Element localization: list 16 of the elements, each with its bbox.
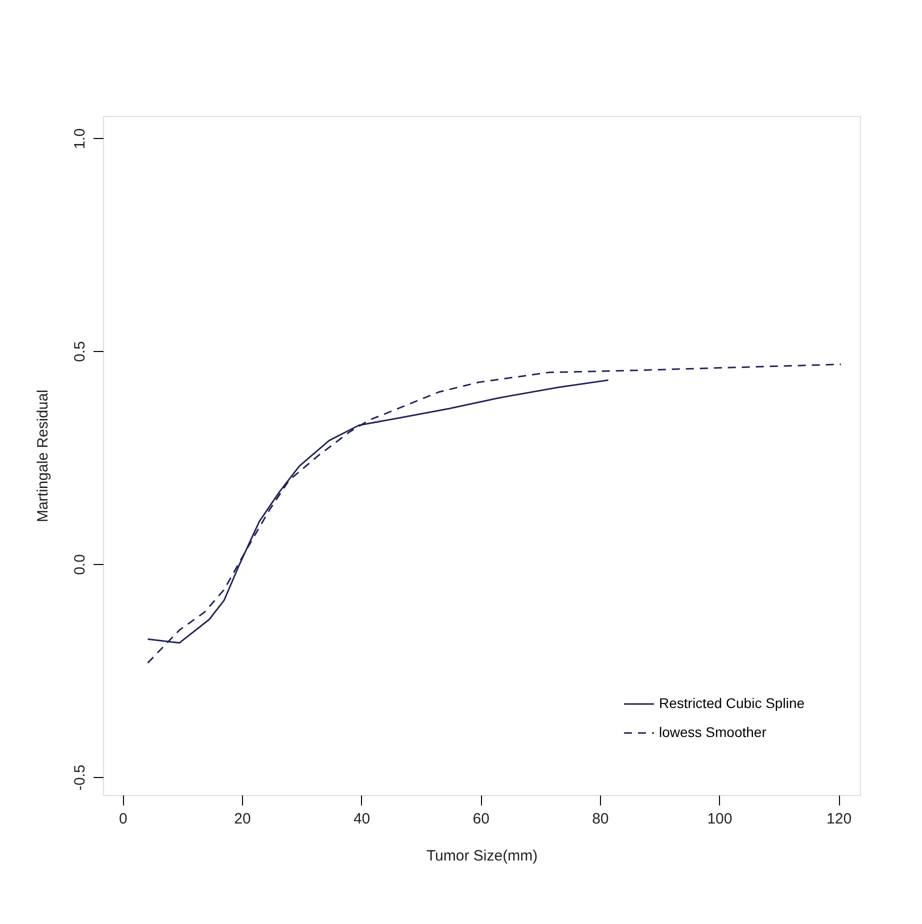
x-tick-label: 60	[472, 810, 490, 828]
x-tick-label: 0	[119, 810, 128, 828]
legend-label: Restricted Cubic Spline	[659, 695, 805, 711]
y-tick-label: -0.5	[72, 764, 88, 791]
y-tick-label: 1.0	[72, 128, 88, 150]
x-tick-label: 100	[707, 810, 732, 828]
y-axis-title: Martingale Residual	[34, 390, 52, 522]
x-tick-label: 40	[353, 810, 370, 828]
x-axis-title: Tumor Size(mm)	[426, 848, 538, 864]
y-tick-label: 0.0	[72, 554, 88, 576]
x-tick-label: 80	[592, 810, 609, 828]
line-series	[146, 364, 842, 664]
y-tick-label: 0.5	[72, 341, 88, 362]
x-tick-label: 120	[826, 810, 852, 828]
legend-label: lowess Smoother	[659, 724, 767, 740]
x-tick-label: 20	[234, 810, 251, 828]
